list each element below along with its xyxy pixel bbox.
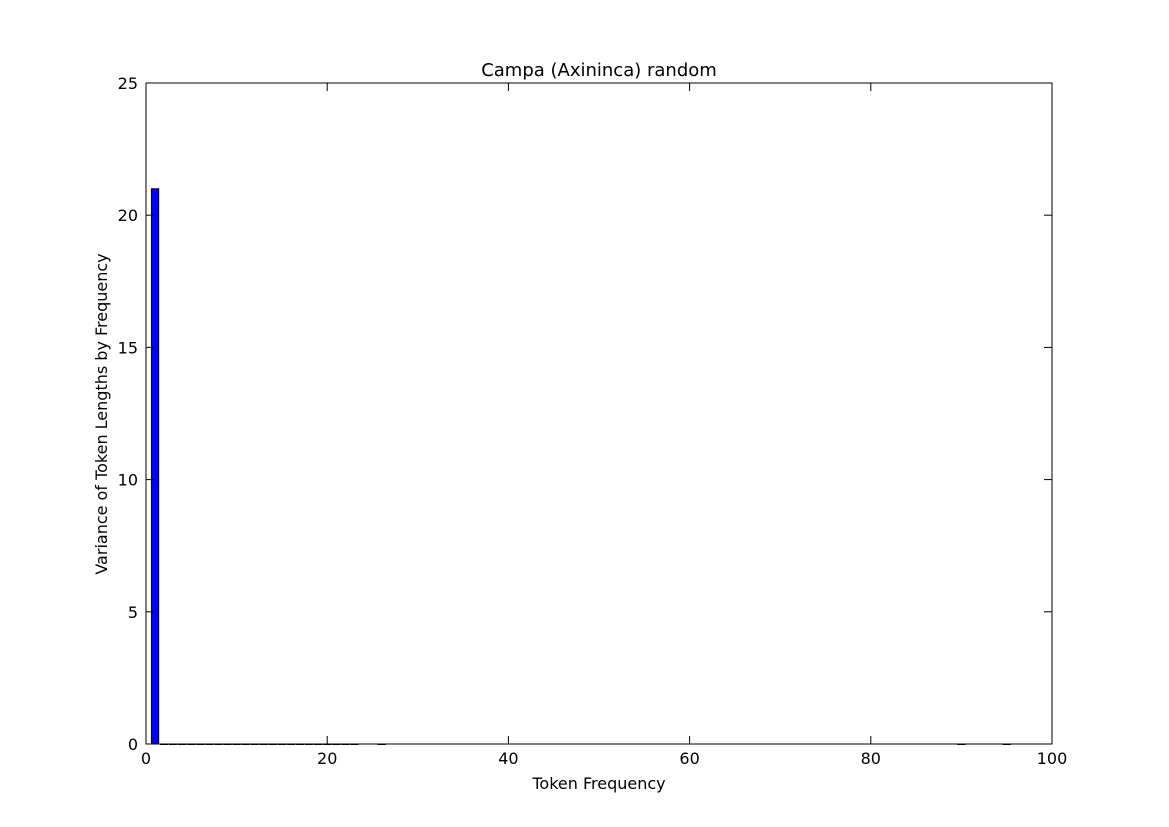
y-tick-label-0: 0 bbox=[128, 735, 138, 754]
y-tick-label-20: 20 bbox=[118, 206, 138, 225]
x-tick-label-80: 80 bbox=[861, 749, 881, 768]
ticks-group: 0 20 40 60 80 100 0 5 10 15 20 25 bbox=[118, 74, 1068, 768]
chart-title: Campa (Axininca) random bbox=[481, 60, 717, 81]
y-tick-label-5: 5 bbox=[128, 603, 138, 622]
plot-background bbox=[146, 83, 1052, 744]
y-tick-label-15: 15 bbox=[118, 338, 138, 357]
x-axis-label: Token Frequency bbox=[531, 774, 665, 793]
x-tick-label-60: 60 bbox=[679, 749, 699, 768]
x-tick-label-40: 40 bbox=[498, 749, 518, 768]
x-tick-label-0: 0 bbox=[141, 749, 151, 768]
y-tick-label-10: 10 bbox=[118, 471, 138, 490]
bar-x-1 bbox=[150, 188, 160, 745]
y-tick-label-25: 25 bbox=[118, 74, 138, 93]
x-tick-label-20: 20 bbox=[317, 749, 337, 768]
y-axis-label: Variance of Token Lengths by Frequency bbox=[92, 253, 111, 574]
x-tick-label-100: 100 bbox=[1037, 749, 1068, 768]
plot-frame bbox=[145, 82, 1053, 745]
